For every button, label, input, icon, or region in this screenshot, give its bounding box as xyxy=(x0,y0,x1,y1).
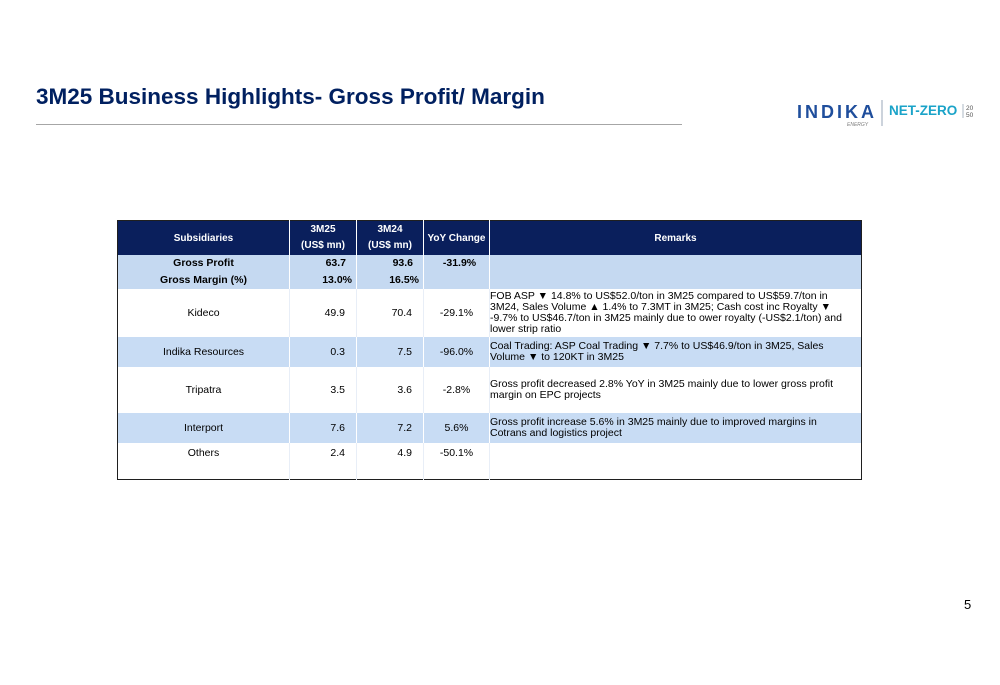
subsidiary-name: Indika Resources xyxy=(117,337,290,367)
col-3m24-line1: 3M24 xyxy=(377,224,403,235)
value-3m24: 70.4 xyxy=(356,289,424,337)
subsidiary-name: Kideco xyxy=(117,289,290,337)
value-3m25: 3.5 xyxy=(289,367,357,413)
indika-logo-subtext: ENERGY xyxy=(847,122,869,128)
col-3m25-line1: 3M25 xyxy=(310,224,336,235)
table-row: Indika Resources 0.3 7.5 -96.0% Coal Tra… xyxy=(117,337,862,367)
yoy-change: -2.8% xyxy=(423,367,490,413)
gross-margin-3m24: 16.5% xyxy=(389,274,419,286)
subsidiary-name: Interport xyxy=(117,413,290,443)
indika-logo-text: INDIKA xyxy=(797,102,877,122)
value-3m25: 0.3 xyxy=(289,337,357,367)
remarks-text: Gross profit increase 5.6% in 3M25 mainl… xyxy=(489,413,862,443)
col-3m25: 3M25 (US$ mn) xyxy=(289,220,357,255)
indika-netzero-logo: INDIKA ENERGY NET-ZERO 20 50 xyxy=(797,100,974,128)
value-3m24: 7.5 xyxy=(356,337,424,367)
gross-profit-table: Subsidiaries 3M25 (US$ mn) 3M24 (US$ mn)… xyxy=(117,220,862,480)
gross-margin-3m25: 13.0% xyxy=(322,274,352,286)
value-3m25: 49.9 xyxy=(289,289,357,337)
remarks-text xyxy=(489,443,862,479)
summary-remarks xyxy=(489,255,862,289)
value-3m25: 7.6 xyxy=(289,413,357,443)
netzero-year-bottom: 50 xyxy=(966,112,974,119)
netzero-year-top: 20 xyxy=(966,105,974,112)
yoy-change: 5.6% xyxy=(423,413,490,443)
col-yoy-change: YoY Change xyxy=(423,220,490,255)
table-row: Kideco 49.9 70.4 -29.1% FOB ASP ▼ 14.8% … xyxy=(117,289,862,337)
summary-labels: Gross Profit Gross Margin (%) xyxy=(117,255,290,289)
table-row: Tripatra 3.5 3.6 -2.8% Gross profit decr… xyxy=(117,367,862,413)
page-title: 3M25 Business Highlights- Gross Profit/ … xyxy=(36,84,545,109)
remarks-text: FOB ASP ▼ 14.8% to US$52.0/ton in 3M25 c… xyxy=(489,289,862,337)
summary-yoy: -31.9% xyxy=(423,255,490,289)
gross-profit-3m24: 93.6 xyxy=(392,257,413,269)
col-3m24-line2: (US$ mn) xyxy=(368,240,412,251)
remarks-text: Coal Trading: ASP Coal Trading ▼ 7.7% to… xyxy=(489,337,862,367)
table-header-row: Subsidiaries 3M25 (US$ mn) 3M24 (US$ mn)… xyxy=(117,220,862,255)
summary-3m24: 93.6 16.5% xyxy=(356,255,424,289)
col-3m25-line2: (US$ mn) xyxy=(301,240,345,251)
gross-margin-label: Gross Margin (%) xyxy=(160,274,247,286)
yoy-change: -96.0% xyxy=(423,337,490,367)
summary-row: Gross Profit Gross Margin (%) 63.7 13.0%… xyxy=(117,255,862,289)
netzero-text: NET-ZERO xyxy=(889,103,957,118)
gross-profit-yoy: -31.9% xyxy=(442,257,477,269)
remarks-text: Gross profit decreased 2.8% YoY in 3M25 … xyxy=(489,367,862,413)
value-3m24: 3.6 xyxy=(356,367,424,413)
gross-profit-label: Gross Profit xyxy=(173,257,234,269)
subsidiary-name: Tripatra xyxy=(117,367,290,413)
title-divider xyxy=(36,124,682,125)
subsidiary-name: Others xyxy=(117,443,290,479)
table-row: Interport 7.6 7.2 5.6% Gross profit incr… xyxy=(117,413,862,443)
yoy-change: -50.1% xyxy=(423,443,490,479)
gross-profit-3m25: 63.7 xyxy=(325,257,346,269)
value-3m24: 7.2 xyxy=(356,413,424,443)
col-remarks: Remarks xyxy=(489,220,862,255)
page-number: 5 xyxy=(964,597,972,612)
yoy-change: -29.1% xyxy=(423,289,490,337)
col-subsidiaries: Subsidiaries xyxy=(117,220,290,255)
col-3m24: 3M24 (US$ mn) xyxy=(356,220,424,255)
summary-3m25: 63.7 13.0% xyxy=(289,255,357,289)
value-3m24: 4.9 xyxy=(356,443,424,479)
table-row: Others 2.4 4.9 -50.1% xyxy=(117,443,862,479)
value-3m25: 2.4 xyxy=(289,443,357,479)
